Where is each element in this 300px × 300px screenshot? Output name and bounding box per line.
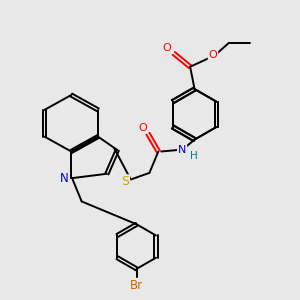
Text: O: O	[208, 50, 217, 60]
Text: N: N	[60, 172, 69, 185]
Text: H: H	[190, 151, 197, 161]
Text: N: N	[178, 145, 186, 155]
Text: O: O	[138, 123, 147, 133]
Text: O: O	[163, 43, 172, 53]
Text: Br: Br	[130, 279, 143, 292]
Text: S: S	[121, 175, 129, 188]
